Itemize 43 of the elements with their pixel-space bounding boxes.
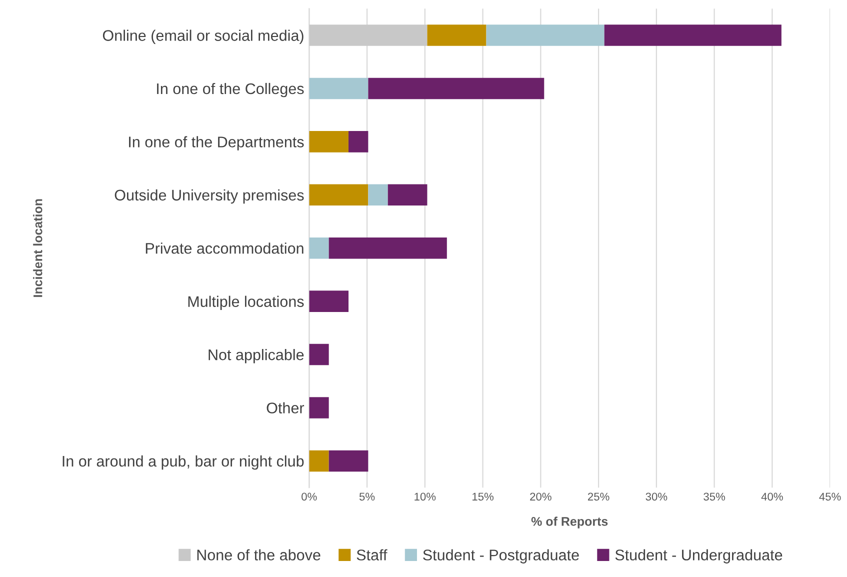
bar xyxy=(604,24,782,46)
bar xyxy=(388,184,428,206)
y-tick-label: Private accommodation xyxy=(146,242,304,254)
x-tick-label: 45% xyxy=(819,492,841,501)
y-tick-label: Online (email or social media) xyxy=(102,30,304,44)
bar xyxy=(309,184,368,206)
bar xyxy=(309,290,349,312)
legend-label: Student - Postgraduate xyxy=(423,549,579,564)
x-axis-title: % of Reports xyxy=(531,516,608,528)
bar xyxy=(309,78,368,100)
x-tick-label: 35% xyxy=(704,492,726,501)
bar xyxy=(348,131,368,152)
x-tick-label: 40% xyxy=(761,492,783,501)
y-tick-label: Outside University premises xyxy=(114,189,304,204)
y-tick-label: Multiple locations xyxy=(188,296,304,310)
x-tick-label: 0% xyxy=(302,492,317,501)
bar xyxy=(309,131,349,152)
x-tick-label: 20% xyxy=(530,492,552,501)
y-tick-label: In one of the Departments xyxy=(129,136,304,150)
y-tick-label: Other xyxy=(266,402,304,414)
bar xyxy=(368,184,388,206)
y-tick-label: In or around a pub, bar or night club xyxy=(62,455,304,470)
bar xyxy=(368,78,544,100)
bar xyxy=(309,237,329,259)
bar xyxy=(427,24,486,46)
x-tick-label: 15% xyxy=(472,492,494,501)
y-tick-label: Not applicable xyxy=(208,349,304,364)
x-tick-label: 30% xyxy=(646,492,668,501)
bar xyxy=(328,237,447,259)
bar xyxy=(328,450,368,472)
bar xyxy=(486,24,604,46)
legend-label: Student - Undergraduate xyxy=(615,549,782,564)
bar xyxy=(309,397,329,418)
bar xyxy=(309,24,428,46)
x-tick-label: 25% xyxy=(588,492,610,501)
legend-label: None of the above xyxy=(197,549,320,560)
bar xyxy=(309,450,329,472)
bar xyxy=(309,344,329,366)
x-tick-label: 10% xyxy=(414,492,436,501)
legend-label: Staff xyxy=(356,549,388,560)
x-tick-label: 5% xyxy=(359,492,375,501)
y-axis-title: Incident location xyxy=(33,199,42,297)
y-tick-label: In one of the Colleges xyxy=(157,82,304,98)
